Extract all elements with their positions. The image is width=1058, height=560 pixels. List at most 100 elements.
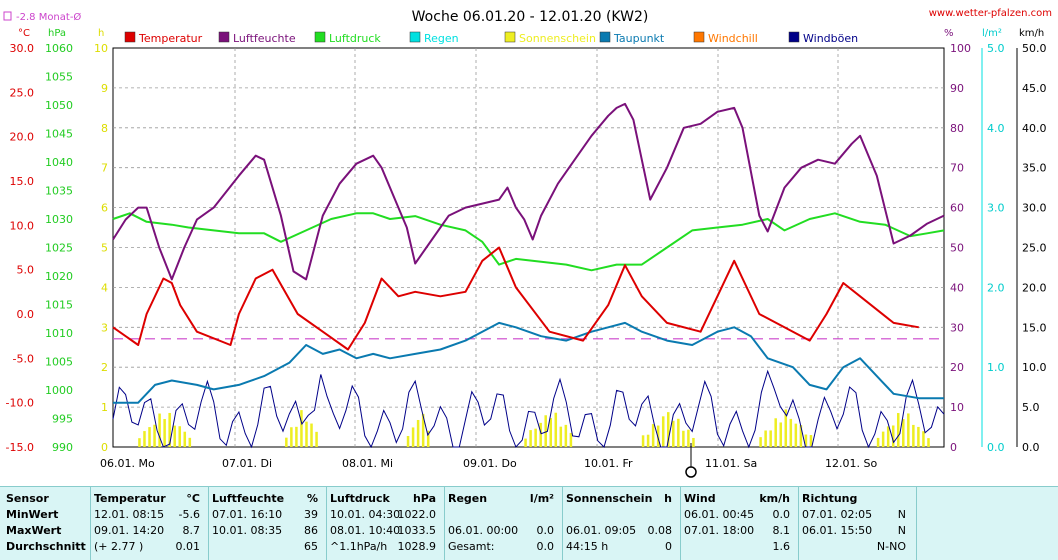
table-cell: 09.01. 14:20 [94, 524, 165, 537]
legend-swatch [409, 31, 421, 43]
sun-tick: 6 [101, 202, 108, 215]
sun-tick: 7 [101, 162, 108, 175]
sunshine-bar [158, 413, 161, 447]
table-cell: 07.01. 18:00 [684, 524, 755, 537]
sunshine-bar [794, 423, 798, 447]
sunshine-bar [178, 426, 181, 447]
hum-tick: 0 [950, 441, 957, 454]
table-row-label: Durchschnitt [6, 540, 86, 553]
wind-tick: 25.0 [1022, 242, 1047, 255]
sunshine-bar [646, 434, 650, 447]
table-cell: 06.01. 15:50 [802, 524, 873, 537]
sunshine-bar [285, 437, 288, 447]
sunshine-bar [687, 429, 690, 447]
sunshine-bar [912, 424, 915, 447]
legend-label: Regen [424, 32, 459, 45]
table-cell: 12.01. 08:15 [94, 508, 165, 521]
table-cell: 0 [665, 540, 672, 553]
temp-tick: 5.0 [17, 264, 35, 277]
sunshine-bar [290, 427, 293, 447]
sunshine-bar [559, 426, 563, 447]
legend-swatch [693, 31, 705, 43]
pressure-tick: 1060 [45, 42, 73, 55]
table-head-unit: °C [186, 492, 200, 505]
sunshine-bar [173, 425, 176, 447]
table-cell: 0.01 [175, 540, 201, 553]
sunshine-bar [677, 418, 680, 447]
sunshine-bar [183, 431, 187, 447]
legend-swatch [504, 31, 516, 43]
sunshine-bar [891, 425, 895, 447]
hum-tick: 60 [950, 202, 964, 215]
rain-tick: 5.0 [987, 42, 1005, 55]
sun-tick: 4 [101, 281, 108, 294]
sunshine-bar [927, 438, 930, 447]
table-cell: 0.0 [536, 540, 555, 553]
table-divider [798, 487, 799, 560]
table-head-rain: Regen [448, 492, 488, 505]
sunshine-bar [529, 430, 532, 447]
table-cell: 44:15 h [566, 540, 609, 553]
rain-unit: l/m² [982, 28, 1002, 39]
wind-tick: 20.0 [1022, 281, 1047, 294]
axes: 06.01. Mo 07.01. Di 08.01. Mi 09.01. Do 10.0… [6, 28, 1047, 470]
wind-tick: 35.0 [1022, 162, 1047, 175]
sunshine-bar [295, 426, 298, 447]
temp-tick: -15.0 [6, 441, 34, 454]
sunshine-bar [907, 413, 910, 447]
table-cell: 39 [304, 508, 318, 521]
hum-unit: % [944, 28, 954, 39]
hum-tick: 80 [950, 122, 964, 135]
sunshine-bar [809, 435, 813, 447]
sunshine-bar [682, 430, 685, 447]
wind-tick: 0.0 [1022, 441, 1040, 454]
sunshine-bar [779, 422, 782, 447]
table-cell: N [897, 508, 906, 521]
legend-label: Sonnenschein [519, 32, 596, 45]
pressure-tick: 1020 [45, 270, 73, 283]
hum-tick: 100 [950, 42, 971, 55]
pressure-tick: 1015 [45, 299, 73, 312]
table-cell [622, 507, 672, 523]
temperature-line [112, 246, 919, 351]
table-cell: 1022.0 [397, 508, 437, 521]
month-avg-icon [3, 11, 12, 21]
table-head-press: Luftdruck [330, 492, 390, 505]
table-head-sensor: Sensor [6, 492, 49, 505]
x-tick-label: 09.01. Do [463, 457, 517, 470]
hum-tick: 30 [950, 321, 964, 334]
rain-tick: 1.0 [987, 361, 1005, 374]
sunshine-bar [902, 419, 905, 447]
sunshine-bar [917, 426, 920, 447]
x-tick-label: 12.01. So [825, 457, 877, 470]
pressure-tick: 1055 [45, 71, 73, 84]
sunshine-bar [886, 426, 890, 447]
sunshine-bar [416, 419, 420, 447]
month-avg-label: -2.8 Monat-Ø [16, 11, 81, 23]
sunshine-bar [168, 412, 171, 447]
legend-swatch [124, 31, 136, 43]
pressure-tick: 1035 [45, 185, 73, 198]
table-head-wind: Wind [684, 492, 716, 505]
table-cell: 06.01. 09:05 [566, 524, 637, 537]
legend-label: Luftfeuchte [233, 32, 296, 45]
table-cell: 10.01. 04:30 [330, 508, 401, 521]
sunshine-bar [406, 435, 410, 447]
table-cell: 0.0 [536, 524, 555, 537]
table-divider [208, 487, 209, 560]
sunshine-bar [549, 418, 553, 447]
table-row-label: MaxWert [6, 524, 62, 537]
rain-tick: 3.0 [987, 202, 1005, 215]
sunshine-bar [411, 427, 415, 447]
table-divider [326, 487, 327, 560]
sunshine-bar [524, 438, 527, 447]
sunshine-bar [138, 438, 141, 447]
pressure-tick: 1045 [45, 128, 73, 141]
sunshine-bar [148, 427, 151, 447]
table-divider [444, 487, 445, 560]
pressure-tick: 1010 [45, 327, 73, 340]
sunshine-bar [799, 425, 803, 447]
site-link[interactable]: www.wetter-pfalzen.com [929, 8, 1052, 19]
wind-tick: 45.0 [1022, 82, 1047, 95]
sunshine-bar [804, 434, 808, 447]
